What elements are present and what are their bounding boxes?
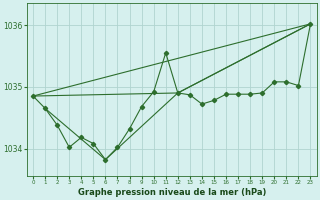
X-axis label: Graphe pression niveau de la mer (hPa): Graphe pression niveau de la mer (hPa): [77, 188, 266, 197]
